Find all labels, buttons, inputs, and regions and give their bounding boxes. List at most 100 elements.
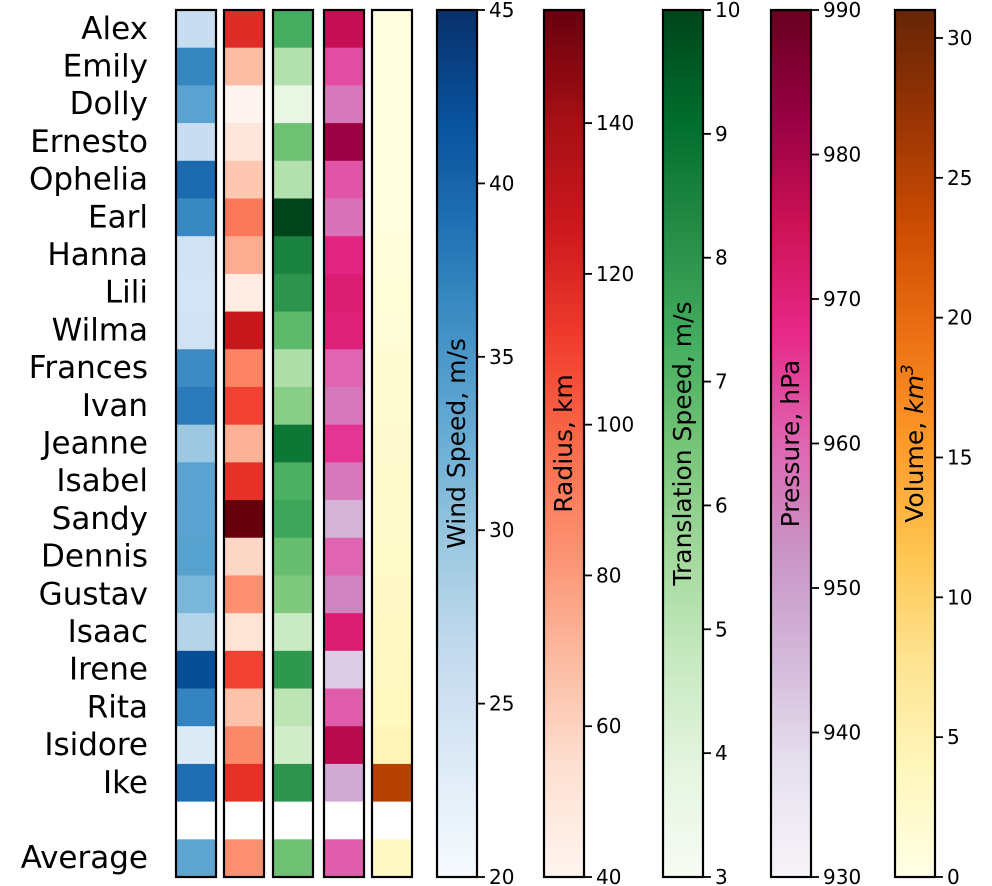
cell-pressure-isaac [324,613,364,652]
cell-pressure-wilma [324,311,364,350]
cell-pressure-frances [324,349,364,388]
cell-volume-emily [372,47,412,86]
cell-wind-sandy [176,500,216,539]
cell-radius-ike [224,763,264,803]
cell-wind-isaac [176,613,216,652]
column-frame-volume [370,8,414,879]
colorbar-wind: 20 25 30 35 40 45 Wind Speed, m/s [435,0,514,886]
cell-volume-gustav [372,575,412,614]
cell-radius-lili [224,273,264,313]
cell-pressure-ernesto [324,123,364,162]
colorbar-label-volume: Volume, km3 [898,364,929,523]
cell-volume-average [372,839,412,878]
cell-radius-isabel [224,462,264,501]
cell-radius-irene [224,650,264,690]
column-frame-radius [222,8,266,879]
tick-label-radius-80: 80 [596,563,621,587]
cell-volume-isidore [372,726,412,765]
tick-label-radius-40: 40 [596,865,621,886]
cell-wind-ophelia [176,160,216,200]
row-label-dennis: Dennis [41,539,148,575]
cell-wind-isidore [176,726,216,765]
row-label-frances: Frances [29,350,148,386]
cell-volume-wilma [372,311,412,350]
tick-label-radius-120: 120 [596,262,634,286]
tick-label-radius-140: 140 [596,111,634,135]
row-label-hanna: Hanna [47,237,148,273]
heatmap-cells [174,8,414,879]
cell-translation-isaac [273,613,313,652]
cell-translation-ernesto [273,123,313,162]
tick-label-radius-100: 100 [596,413,634,437]
tick-label-volume-10: 10 [947,585,972,609]
cell-volume-ernesto [372,123,412,162]
cell-translation-sandy [273,500,313,539]
cell-pressure-gap [324,801,364,840]
cell-translation-alex [273,10,313,49]
row-label-rita: Rita [87,689,148,725]
row-label-gustav: Gustav [39,576,148,612]
tick-label-pressure-950: 950 [823,576,861,600]
cell-volume-earl [372,198,412,237]
colorbar-ticks-translation: 3 4 5 6 7 8 9 10 [703,0,740,886]
colorbar-ticks-radius: 40 60 80 100 120 140 [584,111,634,886]
column-frame-wind [174,8,218,879]
tick-label-volume-25: 25 [947,166,972,190]
cell-volume-dennis [372,537,412,577]
cell-volume-gap [372,801,412,840]
cell-translation-ike [273,763,313,803]
cell-volume-alex [372,10,412,49]
cell-translation-hanna [273,236,313,275]
colorbar-label-translation: Translation Speed, m/s [668,301,697,586]
cell-radius-alex [224,10,264,49]
row-label-isabel: Isabel [56,463,148,499]
cell-pressure-dennis [324,537,364,577]
tick-label-volume-0: 0 [947,865,960,886]
cell-volume-rita [372,688,412,727]
cell-radius-dolly [224,85,264,124]
colorbar-ticks-wind: 20 25 30 35 40 45 [477,0,514,886]
colorbar-gradient-translation [661,8,705,879]
colorbar-pressure: 930 940 950 960 970 980 990 Pressure, hPa [769,0,861,886]
cell-radius-ophelia [224,160,264,200]
tick-label-pressure-960: 960 [823,432,861,456]
tick-label-wind-20: 20 [489,865,514,886]
cell-radius-earl [224,198,264,237]
cell-volume-ophelia [372,160,412,200]
colorbar-translation: 3 4 5 6 7 8 9 10 Translation Speed, m/s [661,0,740,886]
cell-wind-isabel [176,462,216,501]
colorbar-radius: 40 60 80 100 120 140 Radius, km [542,8,634,886]
row-label-dolly: Dolly [70,86,148,122]
cell-pressure-sandy [324,500,364,539]
tick-label-pressure-970: 970 [823,287,861,311]
row-label-earl: Earl [88,199,148,235]
cell-radius-dennis [224,537,264,577]
cell-radius-rita [224,688,264,727]
row-label-alex: Alex [81,11,148,47]
cell-wind-gap [176,801,216,840]
cell-translation-jeanne [273,424,313,463]
tick-label-volume-15: 15 [947,445,972,469]
cell-wind-jeanne [176,424,216,463]
tick-label-pressure-930: 930 [823,865,861,886]
tick-label-pressure-980: 980 [823,143,861,167]
cell-wind-dolly [176,85,216,124]
cell-pressure-ivan [324,386,364,426]
row-label-ike: Ike [103,765,148,801]
cell-translation-ophelia [273,160,313,200]
cell-translation-gap [273,801,313,840]
colorbar-gradient-volume [893,8,937,879]
tick-label-translation-8: 8 [715,246,728,270]
tick-label-wind-25: 25 [489,692,514,716]
colorbar-label-pressure: Pressure, hPa [776,360,805,528]
colorbar-gradient-radius [542,8,586,879]
tick-label-wind-45: 45 [489,0,514,22]
tick-label-translation-5: 5 [715,617,728,641]
cell-translation-wilma [273,311,313,350]
cell-wind-ernesto [176,123,216,162]
cell-radius-gap [224,801,264,840]
cell-translation-rita [273,688,313,727]
row-label-ernesto: Ernesto [30,124,148,160]
cell-wind-alex [176,10,216,49]
